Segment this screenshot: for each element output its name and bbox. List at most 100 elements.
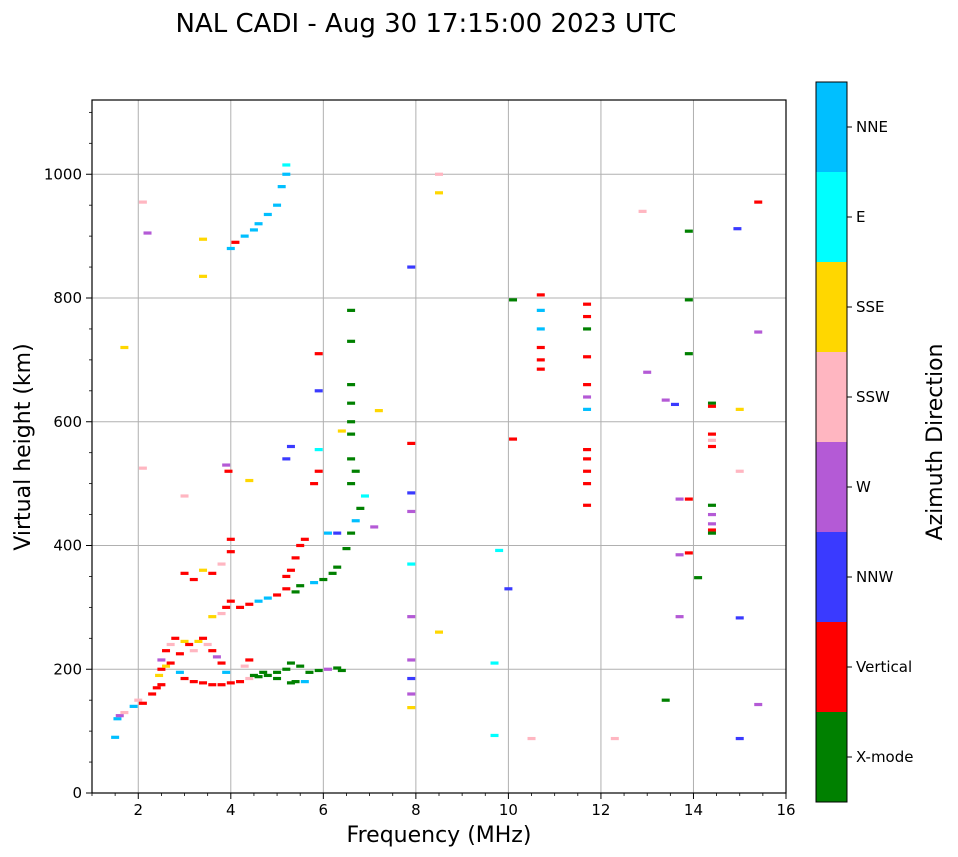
data-point bbox=[254, 675, 263, 679]
data-point bbox=[583, 383, 592, 387]
data-point bbox=[536, 308, 545, 312]
colorbar-segment bbox=[816, 82, 847, 172]
data-point bbox=[282, 587, 291, 591]
chart-title: NAL CADI - Aug 30 17:15:00 2023 UTC bbox=[176, 9, 677, 39]
data-point bbox=[583, 407, 592, 411]
data-point bbox=[360, 494, 369, 498]
data-point bbox=[236, 605, 245, 609]
data-point bbox=[212, 655, 221, 659]
x-tick-label: 12 bbox=[591, 801, 610, 819]
data-point bbox=[583, 355, 592, 359]
data-point bbox=[199, 237, 208, 241]
data-point bbox=[222, 463, 231, 467]
data-point bbox=[407, 491, 416, 495]
data-point bbox=[504, 587, 513, 591]
data-point bbox=[735, 407, 744, 411]
data-point bbox=[347, 401, 356, 405]
data-point bbox=[583, 314, 592, 319]
data-point bbox=[536, 367, 545, 371]
data-point bbox=[407, 509, 416, 514]
data-point bbox=[694, 576, 703, 580]
data-point bbox=[356, 506, 365, 510]
data-point bbox=[120, 345, 129, 350]
data-point bbox=[282, 667, 291, 671]
data-point bbox=[583, 327, 592, 331]
data-point bbox=[231, 240, 240, 244]
data-point bbox=[226, 537, 235, 541]
data-point bbox=[323, 667, 332, 671]
data-point bbox=[314, 352, 323, 356]
data-point bbox=[337, 668, 346, 673]
data-point bbox=[707, 528, 716, 532]
colorbar-label: NNE bbox=[856, 118, 888, 136]
colorbar-segment bbox=[816, 352, 847, 442]
data-point bbox=[347, 432, 356, 436]
data-point bbox=[684, 352, 693, 356]
colorbar-segment bbox=[816, 442, 847, 532]
data-point bbox=[509, 437, 518, 441]
data-point bbox=[129, 704, 138, 708]
data-point bbox=[536, 358, 545, 362]
data-point bbox=[347, 339, 356, 343]
y-tick-label: 400 bbox=[53, 537, 82, 555]
data-point bbox=[707, 432, 716, 436]
data-point bbox=[236, 680, 245, 684]
data-point bbox=[138, 466, 147, 470]
data-point bbox=[374, 409, 383, 413]
data-point bbox=[707, 512, 716, 517]
data-point bbox=[249, 228, 258, 232]
colorbar-segment bbox=[816, 622, 847, 712]
data-point bbox=[291, 680, 300, 684]
x-tick-label: 6 bbox=[319, 801, 329, 819]
data-point bbox=[490, 733, 499, 738]
data-point bbox=[291, 556, 300, 560]
data-point bbox=[263, 212, 272, 217]
data-point bbox=[347, 457, 356, 461]
data-point bbox=[282, 163, 291, 167]
data-point bbox=[707, 444, 716, 449]
data-point bbox=[138, 200, 147, 204]
data-point bbox=[245, 658, 254, 662]
x-tick-label: 4 bbox=[226, 801, 236, 819]
data-point bbox=[684, 497, 693, 501]
data-point bbox=[707, 438, 716, 442]
data-point bbox=[300, 680, 309, 684]
data-point bbox=[115, 714, 124, 718]
data-point bbox=[226, 550, 235, 554]
data-point bbox=[175, 670, 184, 674]
data-point bbox=[323, 531, 332, 535]
data-point bbox=[333, 565, 342, 569]
data-point bbox=[286, 681, 295, 685]
data-point bbox=[583, 395, 592, 399]
data-point bbox=[286, 568, 295, 572]
data-point bbox=[754, 702, 763, 707]
data-point bbox=[296, 664, 305, 668]
data-point bbox=[180, 494, 189, 498]
colorbar-segment bbox=[816, 172, 847, 262]
colorbar-segment bbox=[816, 712, 847, 802]
data-point bbox=[435, 191, 443, 195]
data-point bbox=[583, 482, 592, 486]
colorbar-segment bbox=[816, 532, 847, 622]
data-point bbox=[296, 584, 305, 588]
data-point bbox=[314, 447, 323, 452]
data-point bbox=[175, 652, 184, 656]
colorbar-label: X-mode bbox=[856, 748, 913, 766]
data-point bbox=[259, 670, 268, 674]
data-point bbox=[180, 571, 189, 575]
data-point bbox=[217, 562, 226, 566]
data-point bbox=[152, 686, 161, 690]
data-point bbox=[166, 642, 175, 647]
data-point bbox=[661, 398, 670, 402]
data-point bbox=[643, 370, 652, 374]
data-point bbox=[527, 736, 536, 741]
data-point bbox=[296, 543, 305, 548]
data-point bbox=[342, 546, 351, 551]
data-point bbox=[134, 698, 143, 702]
data-point bbox=[245, 676, 254, 681]
data-point bbox=[333, 531, 342, 535]
x-tick-label: 14 bbox=[684, 801, 703, 819]
colorbar-label: NNW bbox=[856, 568, 893, 586]
data-point bbox=[162, 649, 171, 653]
data-point bbox=[407, 562, 416, 566]
